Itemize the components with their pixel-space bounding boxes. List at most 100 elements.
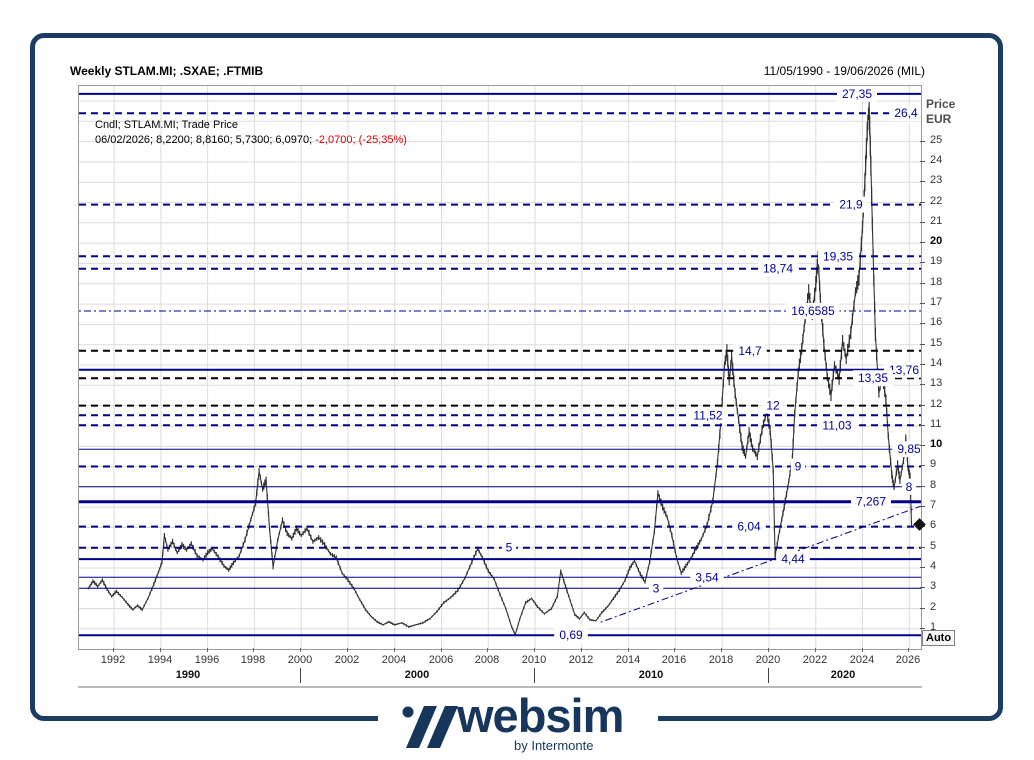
price-axis-unit: Price EUR xyxy=(926,97,956,126)
decade-separator xyxy=(534,668,535,683)
price-line xyxy=(87,105,913,637)
price-tick xyxy=(920,283,925,284)
year-tick xyxy=(300,648,301,652)
level-label-bg xyxy=(892,441,926,458)
decade-separator xyxy=(300,668,301,683)
price-tick xyxy=(920,486,925,487)
price-tick xyxy=(920,445,925,446)
level-label: 9 xyxy=(795,460,802,474)
level-label-bg xyxy=(818,248,858,265)
year-tick xyxy=(768,648,769,652)
year-label: 1998 xyxy=(240,654,266,666)
level-label-bg xyxy=(648,580,664,597)
level-label: 13,35 xyxy=(858,371,888,385)
price-tick-label: 11 xyxy=(930,418,942,430)
auto-scale-button[interactable]: Auto xyxy=(922,630,956,646)
price-tick-label: 4 xyxy=(930,560,937,572)
price-tick-label: 5 xyxy=(930,540,937,552)
price-tick-label: 14 xyxy=(930,357,943,369)
level-label: 27,35 xyxy=(842,87,872,101)
chart-canvas[interactable]: 27,3526,421,919,3518,7416,658514,713,761… xyxy=(79,85,926,649)
year-label: 2004 xyxy=(381,654,407,666)
year-tick xyxy=(394,648,395,652)
price-tick-label: 18 xyxy=(930,276,943,288)
level-label: 18,74 xyxy=(763,262,793,276)
level-label: 3 xyxy=(653,581,660,595)
level-label: 7,267 xyxy=(856,495,886,509)
price-tick-label: 6 xyxy=(930,519,937,531)
level-label: 3,54 xyxy=(695,570,719,584)
trendline[interactable] xyxy=(600,505,922,623)
price-tick-label: 21 xyxy=(930,215,943,227)
level-label: 6,04 xyxy=(737,520,761,534)
legend-values: 06/02/2026; 8,2200; 8,8160; 5,7300; 6,09… xyxy=(95,133,407,148)
year-tick xyxy=(815,648,816,652)
price-tick-label: 16 xyxy=(930,316,943,328)
time-axis[interactable]: 1992 1994 1996 1998 2000 2002 2004 2006 2008 2010… xyxy=(0,648,1034,693)
year-label: 1996 xyxy=(194,654,220,666)
year-label: 2012 xyxy=(568,654,594,666)
level-label-bg xyxy=(884,361,924,378)
websim-logo-mark xyxy=(402,706,458,748)
price-tick-label: 24 xyxy=(930,154,943,166)
level-label: 14,7 xyxy=(738,344,762,358)
decade-label: 2020 xyxy=(830,669,856,681)
price-tick-label: 2 xyxy=(930,601,937,613)
legend-change: -2,0700; (-25,35%) xyxy=(315,134,407,146)
price-tick-label: 9 xyxy=(930,458,937,470)
price-tick-label: 19 xyxy=(930,255,943,267)
year-tick xyxy=(487,648,488,652)
level-label: 16,6585 xyxy=(791,304,835,318)
level-label: 26,4 xyxy=(894,106,918,120)
price-tick xyxy=(920,364,925,365)
price-tick xyxy=(920,405,925,406)
price-tick xyxy=(920,384,925,385)
level-label-bg xyxy=(837,85,877,102)
price-tick xyxy=(920,628,925,629)
year-tick xyxy=(207,648,208,652)
chart-title: Weekly STLAM.MI; .SXAE; .FTMIB xyxy=(70,64,264,78)
price-tick xyxy=(920,425,925,426)
websim-byline: by Intermonte xyxy=(514,738,594,753)
chart-plot-area[interactable]: 27,35 26,4 21,9 19,35 18,74 16,6585 14,7 13,76 1… xyxy=(78,85,926,650)
year-tick xyxy=(674,648,675,652)
level-label: 8 xyxy=(906,480,913,494)
price-axis[interactable]: 1 2 3 4 5 6 7 8 9 10 11 12 13 14 15 16 17 18 19 20 21 22 23 24 2… xyxy=(920,85,980,648)
price-tick-label: 20 xyxy=(930,235,943,247)
level-label-bg xyxy=(762,397,784,414)
price-tick xyxy=(920,161,925,162)
year-label: 1994 xyxy=(147,654,173,666)
level-label-bg xyxy=(889,105,923,122)
price-tick xyxy=(920,303,925,304)
decade-label: 2010 xyxy=(638,669,664,681)
legend-series: Cndl; STLAM.MI; Trade Price xyxy=(95,119,239,131)
legend-values-ohlc: 06/02/2026; 8,2200; 8,8160; 5,7300; 6,09… xyxy=(95,134,316,146)
decade-label: 2000 xyxy=(404,669,430,681)
level-label: 5 xyxy=(506,541,513,555)
price-tick-label: 3 xyxy=(930,580,937,592)
level-label-bg xyxy=(834,196,868,213)
level-label: 21,9 xyxy=(839,198,863,212)
year-label: 2016 xyxy=(661,654,687,666)
date-range: 11/05/1990 - 19/06/2026 (MIL) xyxy=(763,64,925,78)
level-label: 9,85 xyxy=(897,442,921,456)
level-label-bg xyxy=(790,458,806,475)
price-tick-label: 17 xyxy=(930,296,943,308)
level-label-bg xyxy=(732,518,766,535)
year-label: 2000 xyxy=(287,654,313,666)
year-label: 2002 xyxy=(334,654,360,666)
year-label: 2010 xyxy=(521,654,547,666)
year-label: 1992 xyxy=(100,654,126,666)
websim-wordmark: websim xyxy=(457,689,624,742)
price-tick-label: 1 xyxy=(930,621,937,633)
year-label: 2020 xyxy=(755,654,781,666)
level-label-bg xyxy=(554,627,588,644)
price-tick-label: 13 xyxy=(930,377,943,389)
price-tick xyxy=(920,547,925,548)
year-tick xyxy=(721,648,722,652)
price-tick xyxy=(920,262,925,263)
year-tick xyxy=(347,648,348,652)
level-label-bg xyxy=(851,493,891,510)
level-label-bg xyxy=(758,260,798,277)
price-tick-label: 25 xyxy=(930,134,943,146)
